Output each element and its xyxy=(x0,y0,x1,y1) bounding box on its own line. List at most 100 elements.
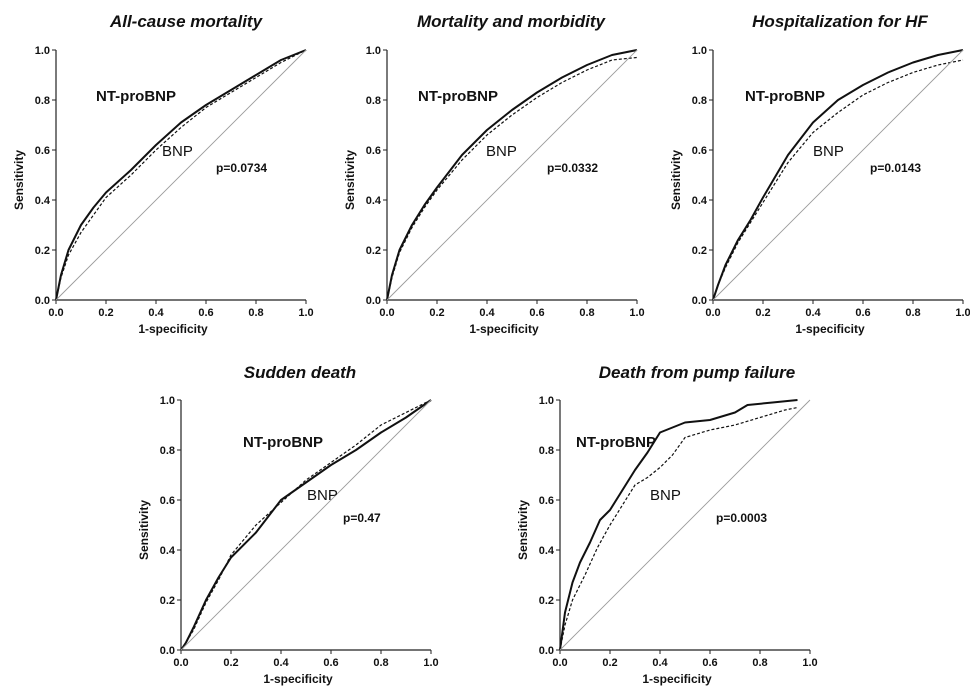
panel-title: Sudden death xyxy=(244,363,356,382)
nt-probnp-roc-curve xyxy=(712,49,964,301)
y-axis-label: Sensitivity xyxy=(137,500,151,560)
x-tick-label: 0.0 xyxy=(173,657,188,669)
reference-diagonal xyxy=(712,49,964,301)
x-tick-label: 0.6 xyxy=(198,307,213,319)
reference-diagonal xyxy=(559,399,811,651)
panel-title: Hospitalization for HF xyxy=(752,12,928,31)
x-tick-label: 0.4 xyxy=(805,307,821,319)
y-tick-label: 0.6 xyxy=(35,145,50,157)
bnp-roc-curve xyxy=(180,399,432,651)
roc-panel-mortality-morbidity: Mortality and morbidity 0.00.0 0.2 0.2 0.4 0.… xyxy=(343,12,645,336)
bnp-roc-curve xyxy=(712,59,964,301)
y-tick-label: 0.0 xyxy=(160,645,175,657)
p-value-label: p=0.0332 xyxy=(547,161,598,175)
p-value-label: p=0.47 xyxy=(343,511,381,525)
y-tick-label: 1.0 xyxy=(539,395,554,407)
nt-probnp-label: NT-proBNP xyxy=(243,434,323,451)
y-tick-label: 0.2 xyxy=(692,245,707,257)
y-tick-label: 0.8 xyxy=(692,95,707,107)
x-tick-label: 0.0 xyxy=(379,307,394,319)
bnp-label: BNP xyxy=(650,487,681,504)
x-axis-label: 1-specificity xyxy=(138,322,208,336)
nt-probnp-label: NT-proBNP xyxy=(96,88,176,105)
y-tick-label: 0.0 xyxy=(35,295,50,307)
x-axis-label: 1-specificity xyxy=(642,672,712,686)
x-tick-label: 0.4 xyxy=(273,657,289,669)
y-tick-label: 0.6 xyxy=(366,145,381,157)
y-tick-label: 0.2 xyxy=(366,245,381,257)
x-tick-label: 0.8 xyxy=(752,657,767,669)
y-tick-label: 0.2 xyxy=(539,595,554,607)
x-tick-label: 0.6 xyxy=(529,307,544,319)
roc-panel-pump-failure: Death from pump failure 0.00.0 0.2 0.2 0.4 0.… xyxy=(516,363,818,686)
x-tick-label: 0.2 xyxy=(98,307,113,319)
x-tick-label: 0.2 xyxy=(755,307,770,319)
nt-probnp-label: NT-proBNP xyxy=(576,434,656,451)
x-tick-label: 0.4 xyxy=(652,657,668,669)
y-tick-label: 0.2 xyxy=(35,245,50,257)
bnp-label: BNP xyxy=(486,143,517,160)
x-tick-label: 0.2 xyxy=(429,307,444,319)
y-tick-label: 1.0 xyxy=(692,45,707,57)
y-tick-label: 0.8 xyxy=(35,95,50,107)
bnp-label: BNP xyxy=(162,143,193,160)
y-tick-label: 0.8 xyxy=(539,445,554,457)
p-value-label: p=0.0734 xyxy=(216,161,267,175)
y-tick-label: 0.6 xyxy=(539,495,554,507)
x-tick-label: 0.4 xyxy=(479,307,495,319)
y-tick-label: 1.0 xyxy=(160,395,175,407)
y-axis-label: Sensitivity xyxy=(343,150,357,210)
reference-diagonal xyxy=(55,49,307,301)
bnp-label: BNP xyxy=(813,143,844,160)
x-tick-label: 0.8 xyxy=(579,307,594,319)
bnp-label: BNP xyxy=(307,487,338,504)
nt-probnp-label: NT-proBNP xyxy=(745,88,825,105)
reference-diagonal xyxy=(180,399,432,651)
x-tick-label: 0.0 xyxy=(552,657,567,669)
p-value-label: p=0.0003 xyxy=(716,511,767,525)
x-tick-label: 1.0 xyxy=(955,307,970,319)
x-tick-label: 0.8 xyxy=(373,657,388,669)
x-tick-label: 0.8 xyxy=(248,307,263,319)
bnp-roc-curve xyxy=(559,406,798,651)
reference-diagonal xyxy=(386,49,638,301)
x-tick-label: 1.0 xyxy=(629,307,644,319)
y-tick-label: 0.8 xyxy=(366,95,381,107)
p-value-label: p=0.0143 xyxy=(870,161,921,175)
x-tick-label: 0.0 xyxy=(48,307,63,319)
y-tick-label: 0.0 xyxy=(539,645,554,657)
x-tick-label: 1.0 xyxy=(298,307,313,319)
x-tick-label: 0.8 xyxy=(905,307,920,319)
y-tick-label: 0.6 xyxy=(160,495,175,507)
x-tick-label: 0.2 xyxy=(223,657,238,669)
bnp-roc-curve xyxy=(55,49,307,301)
y-axis-label: Sensitivity xyxy=(12,150,26,210)
x-tick-label: 1.0 xyxy=(802,657,817,669)
roc-panel-all-cause-mortality: All-cause mortality 0.00.0 0.2 0.2 0.4 0.4 0.6… xyxy=(12,12,314,336)
x-axis-label: 1-specificity xyxy=(263,672,333,686)
panel-title: Mortality and morbidity xyxy=(417,12,607,31)
x-tick-label: 1.0 xyxy=(423,657,438,669)
y-tick-label: 0.2 xyxy=(160,595,175,607)
x-tick-label: 0.2 xyxy=(602,657,617,669)
x-tick-label: 0.6 xyxy=(855,307,870,319)
x-axis-label: 1-specificity xyxy=(795,322,865,336)
y-tick-label: 0.4 xyxy=(692,195,708,207)
nt-probnp-roc-curve xyxy=(559,399,798,651)
x-tick-label: 0.6 xyxy=(323,657,338,669)
y-tick-label: 0.4 xyxy=(35,195,51,207)
y-tick-label: 0.0 xyxy=(366,295,381,307)
y-tick-label: 0.4 xyxy=(539,545,555,557)
panel-title: All-cause mortality xyxy=(109,12,264,31)
nt-probnp-label: NT-proBNP xyxy=(418,88,498,105)
bnp-roc-curve xyxy=(386,56,638,301)
roc-panel-sudden-death: Sudden death 0.00.0 0.2 0.2 0.4 0.4 0.6 0.6 0.8 0… xyxy=(137,363,439,686)
roc-panel-hospitalization-hf: Hospitalization for HF 0.00.0 0.2 0.2 0.4 0.4… xyxy=(669,12,970,336)
y-tick-label: 0.4 xyxy=(366,195,382,207)
x-tick-label: 0.4 xyxy=(148,307,164,319)
y-tick-label: 1.0 xyxy=(366,45,381,57)
x-axis-label: 1-specificity xyxy=(469,322,539,336)
y-tick-label: 0.8 xyxy=(160,445,175,457)
